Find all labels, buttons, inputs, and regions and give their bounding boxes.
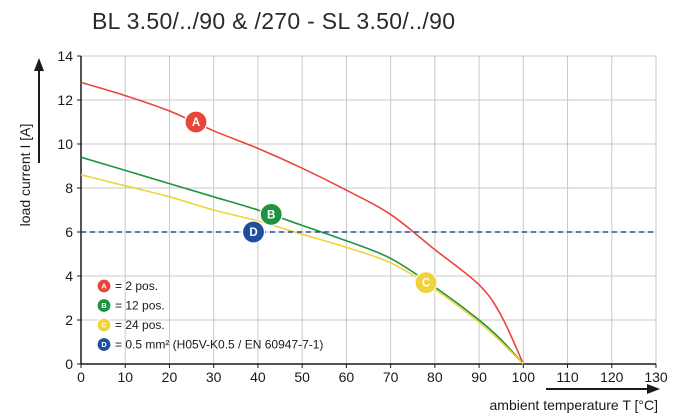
y-axis-arrow-head — [34, 58, 44, 71]
x-tick-label: 80 — [427, 369, 443, 385]
badge-letter: C — [101, 321, 107, 330]
curve-badge-b: B — [259, 202, 283, 226]
y-tick-label: 2 — [65, 312, 73, 328]
badge-circle — [96, 278, 112, 294]
x-tick-label: 20 — [162, 369, 178, 385]
x-tick-label: 110 — [556, 369, 579, 385]
y-tick-label: 6 — [65, 224, 73, 240]
legend-badge: A — [96, 278, 112, 294]
legend-item: A = 2 pos. — [96, 278, 158, 294]
y-tick-label: 8 — [65, 180, 73, 196]
badge-circle — [259, 202, 283, 226]
y-tick-label: 0 — [65, 356, 73, 372]
badge-letter: A — [192, 117, 201, 129]
y-tick-label: 10 — [57, 136, 73, 152]
chart-title: BL 3.50/../90 & /270 - SL 3.50/../90 — [92, 8, 456, 34]
legend-label: = 12 pos. — [115, 299, 165, 313]
series-line-a — [80, 81, 525, 365]
x-axis-label: ambient temperature T [°C] — [490, 397, 659, 413]
badge-circle — [184, 110, 208, 134]
badge-letter: B — [101, 301, 106, 310]
x-tick-label: 100 — [512, 369, 536, 385]
y-axis-label: load current I [A] — [17, 124, 33, 227]
badge-circle — [241, 220, 266, 244]
x-tick-label: 40 — [250, 369, 266, 385]
legend-badge: C — [96, 317, 112, 333]
series-line-b — [80, 156, 524, 365]
x-tick-label: 50 — [294, 369, 310, 385]
y-tick-label: 12 — [57, 92, 73, 108]
badge-circle — [414, 271, 438, 295]
badge-letter: C — [422, 278, 431, 290]
x-tick-label: 120 — [600, 369, 624, 385]
legend-item: C = 24 pos. — [96, 317, 165, 333]
legend: A = 2 pos. B = 12 pos. C = 24 pos. D = 0.5 mm² … — [96, 278, 323, 353]
x-tick-label: 70 — [383, 369, 399, 385]
legend-badge: B — [96, 297, 112, 314]
y-tick-label: 4 — [65, 268, 73, 284]
tick-labels: 0 10 20 30 40 50 60 70 80 90 100 110 120 130 0 2 4 6 8 10 12… — [57, 48, 667, 385]
x-tick-label: 30 — [206, 369, 222, 385]
series-line-c — [80, 174, 524, 365]
legend-label: = 0.5 mm² (H05V-K0.5 / EN 60947-7-1) — [115, 338, 323, 352]
grid — [81, 55, 657, 364]
badge-letter: A — [101, 282, 107, 291]
curve-badge-c: C — [414, 271, 438, 295]
x-tick-label: 90 — [471, 369, 487, 385]
axis-labels: load current I [A] ambient temperature T … — [17, 58, 660, 413]
legend-item: D = 0.5 mm² (H05V-K0.5 / EN 60947-7-1) — [96, 336, 323, 353]
badge-circle — [96, 297, 112, 314]
axes — [77, 55, 657, 368]
badge-letter: D — [249, 227, 257, 239]
legend-badge: D — [96, 336, 112, 353]
legend-item: B = 12 pos. — [96, 297, 165, 314]
x-tick-label: 130 — [644, 369, 668, 385]
x-axis-arrow-head — [647, 384, 660, 394]
series-lines — [80, 81, 656, 365]
legend-label: = 24 pos. — [115, 318, 165, 332]
badge-circle — [96, 317, 112, 333]
badge-letter: B — [267, 209, 275, 221]
curve-badges: A B C D — [184, 110, 438, 295]
curve-badge-a: A — [184, 110, 208, 134]
legend-label: = 2 pos. — [115, 279, 158, 293]
x-tick-label: 0 — [77, 369, 85, 385]
badge-letter: D — [101, 340, 106, 349]
curve-badge-d: D — [241, 220, 266, 244]
y-tick-label: 14 — [57, 48, 73, 64]
x-tick-label: 60 — [339, 369, 355, 385]
badge-circle — [96, 336, 112, 353]
x-tick-label: 10 — [117, 369, 133, 385]
